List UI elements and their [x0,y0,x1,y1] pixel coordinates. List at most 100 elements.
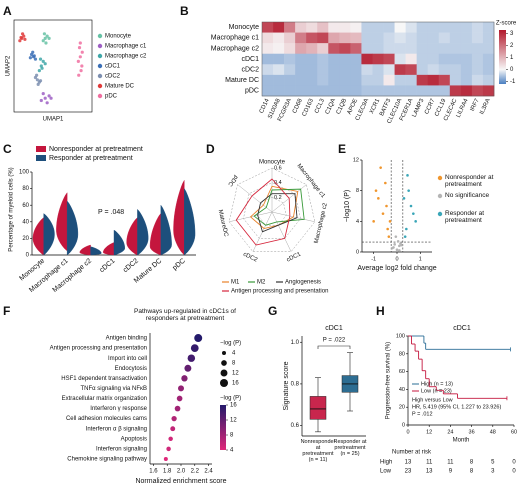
heat-cell [306,74,318,86]
point [77,73,81,77]
x-axis-label: UMAP1 [43,117,64,123]
half-violin [126,217,138,256]
heat-cell [361,74,373,86]
risk-value: 13 [405,460,412,466]
legend-label: No significance [445,192,490,199]
x-tick-label: 2.4 [204,469,213,475]
axis-label: Monocyte [259,160,286,166]
x-axis-label: Normalized enrichment score [135,478,226,485]
heat-cell [482,64,495,76]
legend-label-box: No significance [445,192,490,199]
x-tick-label: cDC1 [99,258,117,275]
chart-title: cDC1 [325,325,343,332]
y-tick-label: HSF1 dependent transactivation [61,376,147,382]
point [78,55,82,59]
colorbar-tick-label: 3 [510,31,514,37]
column-label: IRF7 [470,97,481,112]
grid-ring [228,167,316,252]
point [38,57,43,61]
point [45,101,49,105]
legend-label: Macrophage c1 [105,44,147,50]
legend-label: Low (n = 23) [421,388,452,394]
point [23,37,27,41]
point [385,204,388,208]
panel-label: C [3,142,12,156]
size-legend-label: 16 [232,381,239,387]
heat-cell [262,22,274,33]
radial-tick-label: 0.6 [274,165,282,171]
row-label: cDC1 [241,56,259,63]
risk-value: 3 [491,469,495,475]
colorbar-tick-label: -1 [510,79,516,85]
y-axis-label: Progression-free survival (%) [386,342,392,419]
legend-label: pDC [105,94,118,100]
x-tick-label: Responder at pretreatment (n = 25) [333,439,367,458]
point [43,62,47,66]
heat-cell [295,74,307,86]
legend-swatch [97,53,103,59]
heat-cell [328,74,340,86]
heat-cell [438,22,451,33]
heat-cell [405,22,417,33]
point [402,197,406,200]
dot [184,364,192,372]
size-legend-label: 8 [232,361,236,367]
colorbar-tick-label: 4 [230,448,234,454]
half-violin [32,217,44,256]
colorbar [220,405,226,450]
half-violin [113,229,125,256]
point [77,46,82,50]
dot [170,426,176,432]
heat-cell [350,64,362,76]
point [398,244,401,248]
y-tick-label: 0.8 [291,381,300,387]
dot [171,416,177,422]
half-violin [43,213,55,256]
point [42,32,47,36]
y-axis-label: UMAP2 [6,55,12,76]
heat-cell [383,32,395,44]
heat-cell [273,53,285,65]
y-tick-label: 0 [402,422,405,428]
legend-swatch [97,83,103,89]
heat-cell [394,64,406,76]
y-tick-label: Cell adhesion molecules cams [66,416,147,422]
panel-label: H [376,304,385,318]
heatmap-frame [261,21,495,97]
heat-cell [405,32,417,44]
point [19,35,23,40]
row-label: pDC [245,88,259,95]
point [18,39,22,43]
heat-cell [405,43,417,55]
y-tick-label: 40 [22,219,29,225]
legend-title: −log (P) [220,341,241,347]
point [395,248,399,251]
radar-line [257,193,298,233]
point [412,212,415,215]
heat-cell [427,53,440,65]
half-violin [160,205,172,256]
heat-cell [262,32,274,44]
heat-cell [471,43,484,55]
radar-line [235,178,291,246]
heat-cell [350,32,362,44]
heat-cell [262,53,274,65]
legend-label: M2 [257,280,266,286]
heat-cell [482,85,495,97]
half-violin [149,213,162,256]
heat-cell [372,22,384,33]
x-tick-label: 1.6 [149,469,158,475]
heat-cell [416,53,429,65]
heat-cell [449,64,462,76]
dot [187,354,196,362]
heat-cell [438,85,451,97]
heat-cell [372,43,384,55]
heat-cell [317,53,329,65]
risk-value: 11 [447,460,454,466]
point [47,94,51,98]
heat-cell [284,53,296,65]
half-violin [173,180,185,256]
point [396,239,400,243]
heat-cell [306,53,318,65]
